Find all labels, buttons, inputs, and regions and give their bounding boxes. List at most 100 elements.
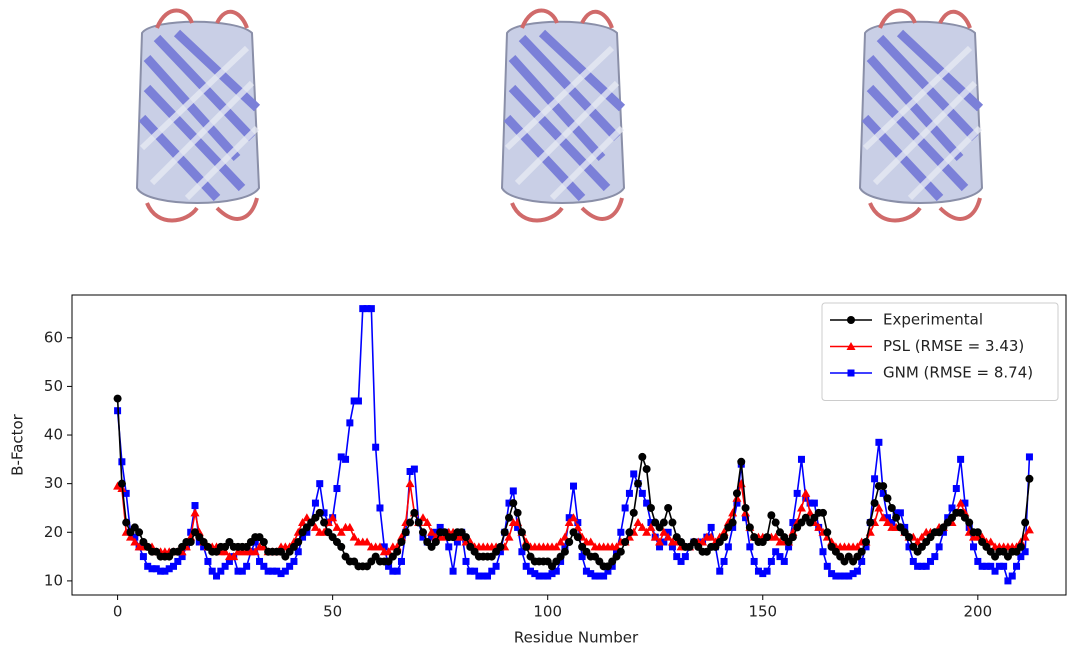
- marker: [557, 557, 565, 565]
- marker: [122, 489, 130, 497]
- marker: [311, 499, 319, 507]
- marker: [746, 543, 754, 551]
- marker: [901, 523, 909, 531]
- marker: [492, 562, 500, 570]
- marker: [157, 567, 165, 575]
- marker: [634, 479, 643, 488]
- marker: [208, 567, 216, 575]
- marker: [551, 542, 561, 551]
- marker: [174, 557, 182, 565]
- legend-marker: [847, 369, 855, 377]
- marker: [617, 528, 625, 536]
- marker: [165, 565, 173, 573]
- marker: [376, 504, 384, 512]
- y-tick-label: 20: [44, 523, 63, 541]
- x-tick-label: 100: [533, 603, 562, 621]
- marker: [1008, 572, 1016, 580]
- marker: [650, 532, 660, 541]
- marker: [1017, 553, 1025, 561]
- marker: [349, 532, 359, 541]
- x-tick-label: 150: [748, 603, 777, 621]
- marker: [204, 557, 212, 565]
- marker: [818, 508, 827, 517]
- marker: [500, 528, 509, 537]
- marker: [871, 475, 879, 483]
- marker: [393, 567, 401, 575]
- marker: [788, 533, 797, 542]
- marker: [560, 547, 569, 556]
- marker: [320, 518, 329, 527]
- marker: [660, 538, 668, 546]
- marker: [250, 547, 260, 556]
- marker: [336, 527, 346, 536]
- marker: [970, 543, 978, 551]
- marker: [728, 508, 738, 517]
- marker: [767, 511, 776, 520]
- marker: [1016, 537, 1026, 546]
- marker: [646, 522, 656, 531]
- marker: [823, 562, 831, 570]
- marker: [552, 567, 560, 575]
- marker: [170, 562, 178, 570]
- marker: [750, 557, 758, 565]
- marker: [393, 547, 402, 556]
- marker: [892, 513, 901, 522]
- marker: [397, 557, 405, 565]
- marker: [190, 508, 200, 517]
- marker: [471, 567, 479, 575]
- marker: [505, 499, 513, 507]
- marker: [706, 532, 716, 541]
- marker: [720, 533, 729, 542]
- marker: [496, 542, 505, 551]
- marker: [763, 567, 771, 575]
- marker: [514, 523, 522, 531]
- marker: [789, 519, 797, 527]
- marker: [346, 419, 354, 427]
- marker: [845, 572, 853, 580]
- marker: [337, 453, 345, 461]
- marker: [931, 553, 939, 561]
- marker: [461, 533, 470, 542]
- marker: [956, 498, 966, 507]
- marker: [380, 543, 388, 551]
- marker: [178, 553, 186, 561]
- marker: [810, 499, 818, 507]
- marker: [870, 499, 879, 508]
- marker: [832, 572, 840, 580]
- marker: [763, 533, 772, 542]
- y-tick-label: 10: [44, 571, 63, 589]
- marker: [385, 562, 393, 570]
- marker: [125, 532, 135, 541]
- marker: [608, 562, 616, 570]
- marker: [186, 538, 195, 547]
- marker: [488, 567, 496, 575]
- marker: [659, 518, 668, 527]
- marker: [139, 553, 147, 561]
- marker: [879, 489, 887, 497]
- plot-frame: [71, 294, 1067, 596]
- marker: [1025, 474, 1034, 483]
- marker: [586, 537, 596, 546]
- marker: [707, 523, 715, 531]
- marker: [483, 572, 491, 580]
- legend-label: Experimental: [883, 311, 983, 329]
- marker: [332, 522, 342, 531]
- protein-structure: [860, 11, 982, 221]
- marker: [290, 557, 298, 565]
- marker: [630, 470, 638, 478]
- marker: [130, 537, 140, 546]
- marker: [879, 482, 888, 491]
- marker: [462, 557, 470, 565]
- marker: [668, 518, 677, 527]
- marker: [600, 572, 608, 580]
- marker: [1021, 548, 1029, 556]
- marker: [264, 567, 272, 575]
- marker: [991, 567, 999, 575]
- marker: [135, 528, 144, 537]
- protein-structure: [137, 11, 259, 221]
- marker: [453, 538, 461, 546]
- marker: [995, 562, 1003, 570]
- marker: [195, 538, 203, 546]
- marker: [720, 557, 728, 565]
- marker: [716, 567, 724, 575]
